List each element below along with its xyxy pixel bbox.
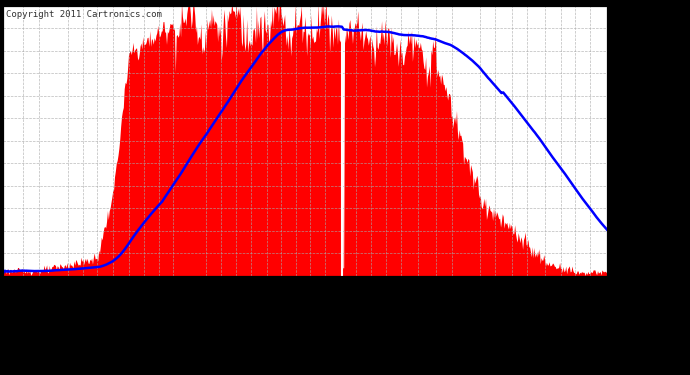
Text: West Array Actual Power (red) & Running Average Power (Watts blue) Thu Sep 15 18: West Array Actual Power (red) & Running … <box>14 11 678 24</box>
Text: Copyright 2011 Cartronics.com: Copyright 2011 Cartronics.com <box>6 10 162 19</box>
